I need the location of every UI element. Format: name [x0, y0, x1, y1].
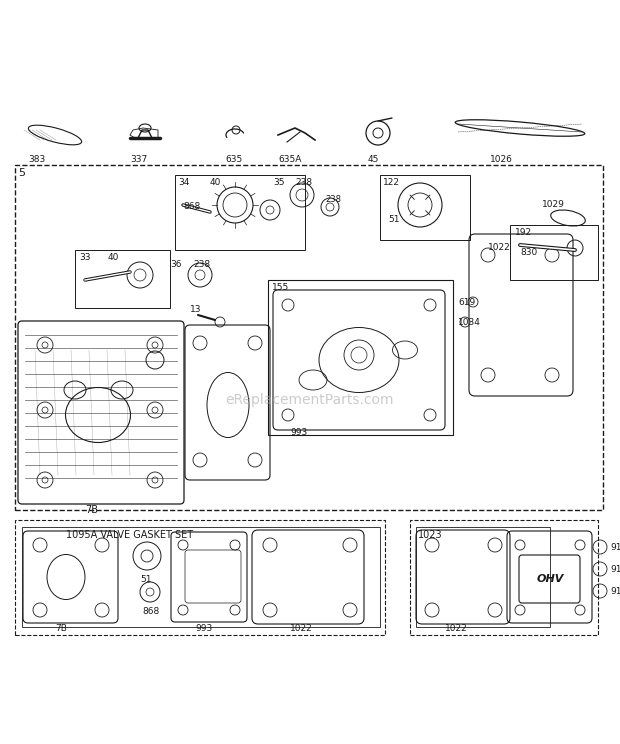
- Bar: [410, 520, 598, 635]
- Text: 1034: 1034: [458, 318, 481, 327]
- Text: 238: 238: [295, 178, 312, 187]
- Text: 34: 34: [178, 178, 189, 187]
- Text: 45: 45: [368, 155, 379, 164]
- Text: 1026: 1026: [490, 155, 513, 164]
- Text: 868: 868: [142, 607, 159, 616]
- Text: 635: 635: [225, 155, 242, 164]
- Text: eReplacementParts.com: eReplacementParts.com: [226, 393, 394, 407]
- Text: 238: 238: [193, 260, 210, 269]
- Text: 238: 238: [325, 195, 341, 204]
- Text: 1095A VALVE GASKET SET: 1095A VALVE GASKET SET: [66, 530, 193, 540]
- Text: 33: 33: [79, 253, 91, 262]
- Text: 5: 5: [18, 168, 25, 178]
- Text: 40: 40: [108, 253, 120, 262]
- Text: 383: 383: [28, 155, 45, 164]
- Bar: [22, 527, 380, 627]
- Text: 914A: 914A: [610, 565, 620, 574]
- Text: 635A: 635A: [278, 155, 301, 164]
- Text: 337: 337: [130, 155, 148, 164]
- Bar: [15, 520, 385, 635]
- Text: 1022: 1022: [290, 624, 312, 633]
- Text: 1022: 1022: [445, 624, 467, 633]
- Text: 914: 914: [610, 543, 620, 552]
- Text: 619: 619: [458, 298, 476, 307]
- Bar: [15, 165, 603, 510]
- Text: 51: 51: [388, 215, 399, 224]
- Text: 1023: 1023: [418, 530, 443, 540]
- Text: 993: 993: [290, 428, 308, 437]
- Text: 35: 35: [273, 178, 285, 187]
- Bar: [510, 225, 598, 280]
- Bar: [380, 175, 470, 240]
- Text: 914B: 914B: [610, 587, 620, 596]
- Text: 1022: 1022: [488, 243, 511, 252]
- Text: 7B: 7B: [55, 624, 67, 633]
- Text: 36: 36: [170, 260, 182, 269]
- Text: 868: 868: [183, 202, 200, 211]
- Text: 40: 40: [210, 178, 221, 187]
- Bar: [416, 527, 550, 627]
- Bar: [175, 175, 305, 250]
- Bar: [75, 250, 170, 308]
- Text: 51: 51: [140, 575, 151, 584]
- Text: 122: 122: [383, 178, 400, 187]
- Text: 155: 155: [272, 283, 290, 292]
- Text: 13: 13: [190, 305, 202, 314]
- Text: 1029: 1029: [542, 200, 565, 209]
- Text: 993: 993: [195, 624, 212, 633]
- Text: 7B: 7B: [85, 505, 98, 515]
- Text: 830: 830: [520, 248, 538, 257]
- Text: OHV: OHV: [536, 574, 564, 584]
- Text: 192: 192: [515, 228, 532, 237]
- Bar: [268, 280, 453, 435]
